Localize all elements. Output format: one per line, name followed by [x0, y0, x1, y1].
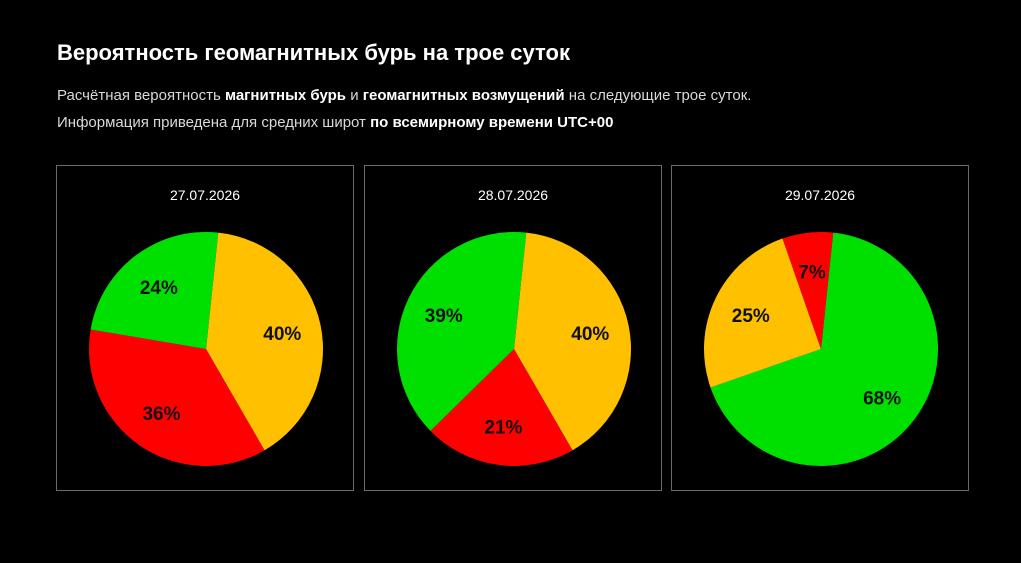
pie-slice-label: 36%	[142, 404, 180, 425]
pie-slice-label: 7%	[798, 263, 826, 284]
subtitle-text: Информация приведена для средних широт	[57, 114, 371, 131]
subtitle-emphasis-geomagnetic-disturbances: геомагнитных возмущений	[362, 87, 565, 104]
pie-slice-label: 24%	[140, 278, 178, 299]
pie-slice	[90, 232, 219, 349]
chart-title-date: 29.07.2026	[784, 187, 856, 203]
pie-slice	[704, 238, 821, 388]
pie-slice-label: 40%	[571, 324, 609, 345]
pie-slice-label: 40%	[263, 324, 301, 345]
pie-chart: 40% 36% 24%	[88, 232, 324, 466]
chart-title-date: 27.07.2026	[169, 187, 241, 203]
pie-slice-label: 39%	[425, 306, 463, 327]
pie-slice-label: 25%	[732, 306, 770, 327]
pie-slice-label: 21%	[484, 417, 522, 438]
subtitle-line-2: Информация приведена для средних широт п…	[57, 114, 613, 131]
subtitle-emphasis-magnetic-storms: магнитных бурь	[224, 87, 347, 104]
pie-slice-label: 68%	[863, 388, 901, 409]
pie-slice	[397, 232, 527, 431]
chart-panel-day-1: 27.07.2026 40% 36% 24%	[56, 165, 354, 491]
pie-slice	[88, 329, 265, 466]
subtitle-emphasis-utc: по всемирному времени UTC+00	[370, 114, 614, 131]
subtitle-text: Расчётная вероятность	[57, 87, 225, 104]
chart-panel-day-3: 29.07.2026 68% 25% 7%	[671, 165, 969, 491]
charts-row: 27.07.2026 40% 36% 24% 28.07.2026 40% 21% 39…	[56, 165, 971, 493]
subtitle-text: на следующие трое суток.	[564, 87, 752, 104]
page-title: Вероятность геомагнитных бурь на трое су…	[57, 40, 570, 65]
pie-slice	[206, 232, 324, 451]
pie-slice	[710, 232, 938, 466]
pie-chart: 40% 21% 39%	[397, 232, 631, 466]
subtitle-line-1: Расчётная вероятность магнитных бурь и г…	[57, 87, 751, 104]
chart-title-date: 28.07.2026	[477, 187, 549, 203]
pie-slice	[430, 349, 573, 466]
chart-panel-day-2: 28.07.2026 40% 21% 39%	[364, 165, 662, 491]
pie-slice	[514, 232, 631, 451]
pie-chart: 68% 25% 7%	[704, 232, 938, 466]
subtitle-text: и	[346, 87, 363, 104]
pie-slice	[782, 232, 834, 349]
